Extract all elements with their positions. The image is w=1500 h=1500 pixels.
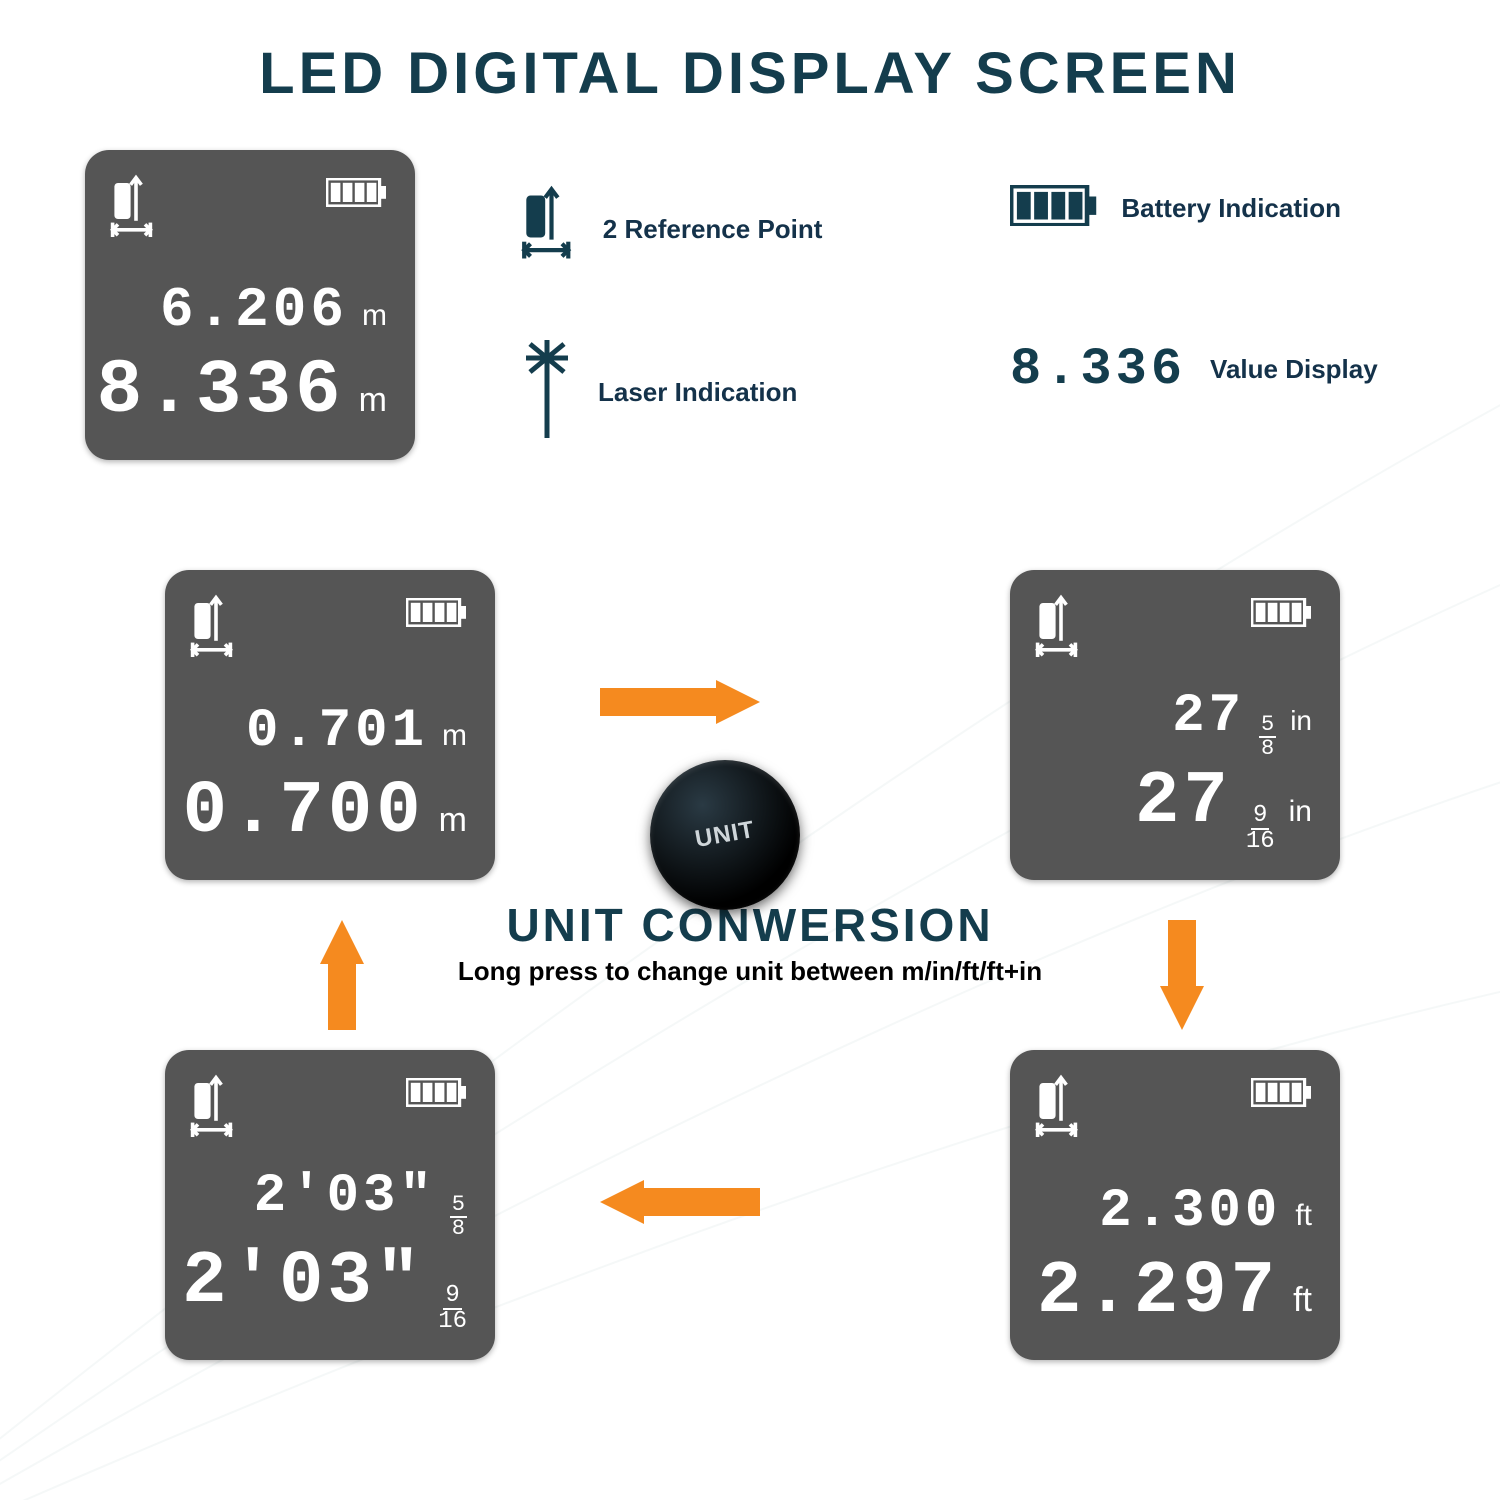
reading-value: 2'03" bbox=[254, 1166, 436, 1227]
reading-unit: m bbox=[359, 381, 387, 420]
feature-label: Laser Indication bbox=[598, 377, 797, 408]
reading-row: 2.297 ft bbox=[1037, 1250, 1312, 1334]
battery-icon bbox=[406, 598, 467, 632]
reading-row: 2'03" 916 bbox=[182, 1240, 467, 1334]
led-screen-ftin: 2'03" 58 2'03" 916 bbox=[165, 1050, 495, 1360]
feature-battery: Battery Indication bbox=[1010, 185, 1341, 231]
led-screen-ft: 2.300 ft 2.297 ft bbox=[1010, 1050, 1340, 1360]
led-screen-main: 6.206 m 8.336 m bbox=[85, 150, 415, 460]
reading-value: 2'03" bbox=[182, 1240, 424, 1324]
feature-label: Value Display bbox=[1210, 354, 1378, 385]
reference-point-icon bbox=[189, 1074, 239, 1150]
page-title: LED DIGITAL DISPLAY SCREEN bbox=[0, 40, 1500, 107]
reading-unit: m bbox=[439, 801, 467, 840]
feature-label: Battery Indication bbox=[1121, 193, 1341, 224]
reading-value: 0.700 bbox=[183, 770, 425, 854]
value-sample: 8.336 bbox=[1010, 340, 1186, 399]
feature-label: 2 Reference Point bbox=[603, 214, 823, 245]
arrow-right bbox=[600, 680, 760, 729]
reading-value: 0.701 bbox=[246, 701, 428, 762]
battery-icon bbox=[406, 1078, 467, 1112]
feature-laser: Laser Indication bbox=[520, 340, 797, 445]
reading-unit: ft bbox=[1293, 1281, 1312, 1320]
led-screen-in: 27 58 in 27 916 in bbox=[1010, 570, 1340, 880]
reference-point-icon bbox=[109, 174, 159, 250]
battery-icon bbox=[1010, 185, 1097, 231]
unit-conversion-title: UNIT CONWERSION bbox=[0, 898, 1500, 952]
reading-unit: m bbox=[442, 719, 467, 753]
reading-unit: in bbox=[1290, 705, 1312, 737]
battery-icon bbox=[1251, 1078, 1312, 1112]
reading-value: 27 bbox=[1135, 760, 1232, 844]
reading-row: 27 58 in bbox=[1172, 686, 1312, 760]
reading-row: 8.336 m bbox=[97, 348, 387, 434]
reference-point-icon bbox=[189, 594, 239, 670]
reference-point-icon bbox=[1034, 594, 1084, 670]
reference-point-icon bbox=[520, 185, 579, 273]
reading-value: 27 bbox=[1172, 686, 1245, 747]
reference-point-icon bbox=[1034, 1074, 1084, 1150]
battery-icon bbox=[326, 178, 387, 212]
arrow-up bbox=[320, 920, 364, 1035]
reading-row: 27 916 in bbox=[1135, 760, 1312, 854]
reading-row: 6.206 m bbox=[160, 278, 387, 342]
unit-button[interactable]: UNIT bbox=[650, 760, 800, 910]
reading-unit: ft bbox=[1295, 1199, 1312, 1233]
reading-fraction: 58 bbox=[450, 1194, 467, 1240]
reading-row: 2.300 ft bbox=[1099, 1181, 1312, 1242]
reading-value: 2.297 bbox=[1037, 1250, 1279, 1334]
reading-fraction: 58 bbox=[1259, 714, 1276, 760]
reading-value: 2.300 bbox=[1099, 1181, 1281, 1242]
reading-value: 8.336 bbox=[97, 348, 345, 434]
feature-value-display: 8.336 Value Display bbox=[1010, 340, 1378, 399]
laser-icon bbox=[520, 340, 574, 445]
unit-conversion-subtitle: Long press to change unit between m/in/f… bbox=[0, 956, 1500, 987]
battery-icon bbox=[1251, 598, 1312, 632]
reading-fraction: 916 bbox=[438, 1284, 467, 1334]
feature-reference-point: 2 Reference Point bbox=[520, 185, 822, 273]
reading-unit: m bbox=[362, 299, 387, 333]
reading-value: 6.206 bbox=[160, 278, 348, 342]
reading-unit: in bbox=[1289, 795, 1312, 829]
arrow-left bbox=[600, 1180, 760, 1229]
reading-row: 2'03" 58 bbox=[254, 1166, 467, 1240]
arrow-down bbox=[1160, 920, 1204, 1035]
reading-row: 0.701 m bbox=[246, 701, 467, 762]
led-screen-m: 0.701 m 0.700 m bbox=[165, 570, 495, 880]
reading-row: 0.700 m bbox=[183, 770, 467, 854]
reading-fraction: 916 bbox=[1246, 804, 1275, 854]
